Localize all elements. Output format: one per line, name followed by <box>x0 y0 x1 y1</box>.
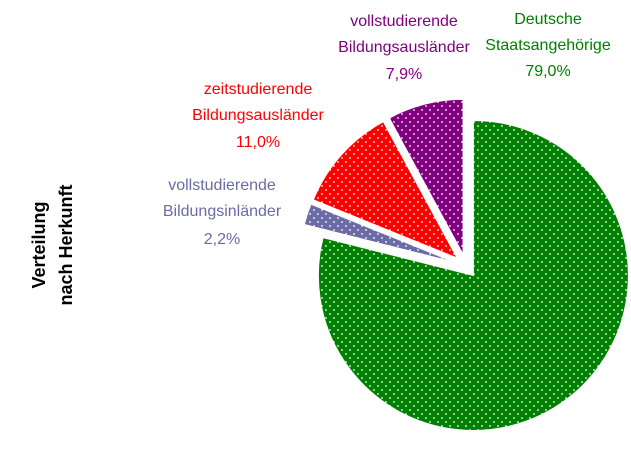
value-label: 11,0% <box>236 134 280 151</box>
slice-label: vollstudierende Bildungsinländer <box>163 177 282 220</box>
value-label: 7,9% <box>386 66 422 83</box>
pie-slice <box>317 119 629 431</box>
slice-label: vollstudierende Bildungsausländer <box>338 13 470 56</box>
pie-slice <box>303 203 455 263</box>
chart-title: Verteilung <box>29 201 49 288</box>
pie-slice <box>388 98 464 255</box>
value-label: 2,2% <box>204 231 240 248</box>
value-label: 79,0% <box>525 63 570 80</box>
slice-label: zeitstudierende Bildungsausländer <box>192 81 324 124</box>
slice-label: Deutsche Staatsangehörige <box>485 11 611 54</box>
chart-title: nach Herkunft <box>56 184 76 305</box>
pie-slice <box>312 120 459 259</box>
